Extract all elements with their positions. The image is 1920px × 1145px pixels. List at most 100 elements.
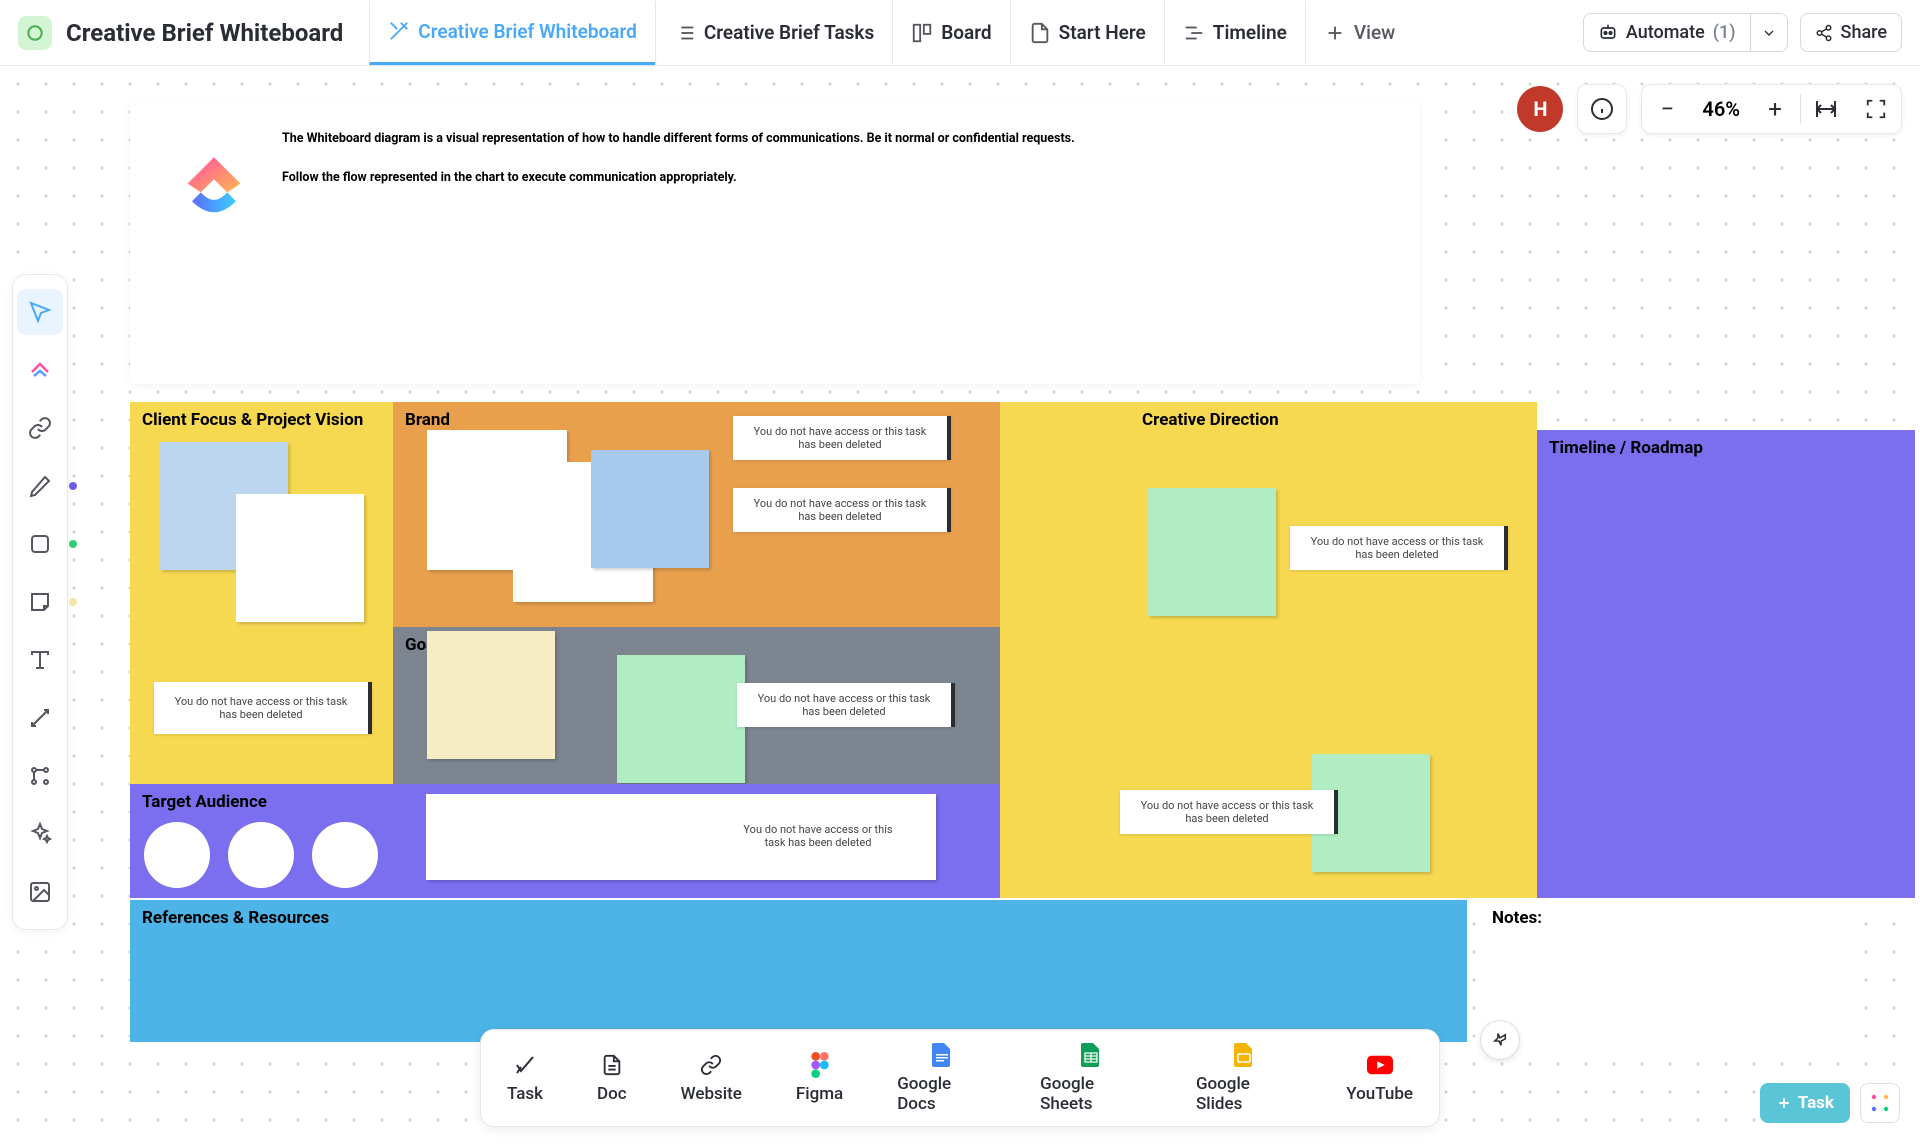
dock-website[interactable]: Website bbox=[681, 1052, 742, 1104]
intro-line2: Follow the flow represented in the chart… bbox=[282, 169, 1075, 188]
add-view-label: View bbox=[1354, 21, 1395, 44]
task-card[interactable]: You do not have access or this task has … bbox=[733, 488, 951, 532]
fullscreen-button[interactable] bbox=[1851, 84, 1901, 134]
section-title: Client Focus & Project Vision bbox=[130, 402, 393, 438]
sticky-note[interactable] bbox=[591, 450, 709, 568]
dock-gsheets[interactable]: Google Sheets bbox=[1040, 1042, 1142, 1114]
color-dot-cream bbox=[69, 598, 77, 606]
section-title: Creative Direction bbox=[1130, 402, 1537, 438]
task-icon bbox=[512, 1052, 538, 1078]
link-tool[interactable] bbox=[17, 405, 63, 451]
sticky-note[interactable] bbox=[236, 494, 364, 622]
zoom-controls: − 46% + bbox=[1641, 84, 1902, 134]
page-title: Creative Brief Whiteboard bbox=[66, 19, 343, 47]
dock-task[interactable]: Task bbox=[507, 1052, 543, 1104]
automate-button[interactable]: Automate (1) bbox=[1583, 13, 1751, 52]
link-icon bbox=[698, 1052, 724, 1078]
pen-tool[interactable] bbox=[17, 463, 63, 509]
tab-label: Creative Brief Tasks bbox=[704, 21, 874, 44]
automate-count: (1) bbox=[1713, 22, 1736, 43]
task-card-text: You do not have access or this task has … bbox=[720, 814, 916, 858]
topbar: Creative Brief Whiteboard Creative Brief… bbox=[0, 0, 1920, 66]
tab-tasks[interactable]: Creative Brief Tasks bbox=[655, 1, 892, 65]
task-card[interactable]: You do not have access or this task has … bbox=[1290, 526, 1508, 570]
tab-timeline[interactable]: Timeline bbox=[1164, 1, 1305, 65]
topbar-right: Automate (1) Share bbox=[1583, 13, 1902, 52]
sticky-tool[interactable] bbox=[17, 579, 63, 625]
pin-button[interactable] bbox=[1480, 1020, 1520, 1060]
automate-dropdown[interactable] bbox=[1751, 13, 1788, 52]
doc-icon bbox=[599, 1052, 625, 1078]
text-tool[interactable] bbox=[17, 637, 63, 683]
intro-text: The Whiteboard diagram is a visual repre… bbox=[282, 130, 1075, 208]
canvas[interactable]: H − 46% + bbox=[0, 66, 1920, 1145]
task-card[interactable]: You do not have access or this task has … bbox=[154, 682, 372, 734]
tab-label: Start Here bbox=[1059, 21, 1146, 44]
fit-width-button[interactable] bbox=[1801, 84, 1851, 134]
dock-doc[interactable]: Doc bbox=[597, 1052, 627, 1104]
section-references[interactable]: References & Resources bbox=[130, 900, 1467, 1042]
gslides-icon bbox=[1231, 1042, 1257, 1068]
color-dot-purple bbox=[69, 482, 77, 490]
zoom-in-button[interactable]: + bbox=[1750, 84, 1800, 134]
sticky-note[interactable] bbox=[1148, 488, 1276, 616]
circle-shape[interactable] bbox=[312, 822, 378, 888]
share-button[interactable]: Share bbox=[1800, 13, 1902, 52]
color-dot-green bbox=[69, 540, 77, 548]
clickup-logo-icon bbox=[170, 144, 258, 232]
task-card[interactable]: You do not have access or this task has … bbox=[737, 683, 955, 727]
clickup-tool[interactable] bbox=[17, 347, 63, 393]
dock-youtube[interactable]: YouTube bbox=[1346, 1052, 1413, 1104]
insert-dock: Task Doc Website Figma Google Docs Googl… bbox=[480, 1029, 1440, 1127]
section-title: References & Resources bbox=[130, 900, 1467, 936]
zoom-out-button[interactable]: − bbox=[1642, 84, 1692, 134]
intro-line1: The Whiteboard diagram is a visual repre… bbox=[282, 130, 1075, 149]
connector-tool[interactable] bbox=[17, 695, 63, 741]
section-title: Notes: bbox=[1480, 900, 1840, 936]
tab-board[interactable]: Board bbox=[892, 1, 1009, 65]
add-view-button[interactable]: View bbox=[1305, 1, 1413, 65]
canvas-controls: H − 46% + bbox=[1517, 84, 1902, 134]
gdocs-icon bbox=[929, 1042, 955, 1068]
dock-figma[interactable]: Figma bbox=[796, 1052, 843, 1104]
tab-whiteboard[interactable]: Creative Brief Whiteboard bbox=[369, 1, 655, 65]
figma-icon bbox=[807, 1052, 833, 1078]
tab-label: Board bbox=[941, 21, 991, 44]
shape-tool[interactable] bbox=[17, 521, 63, 567]
circle-shape[interactable] bbox=[228, 822, 294, 888]
youtube-icon bbox=[1367, 1052, 1393, 1078]
info-button[interactable] bbox=[1577, 84, 1627, 134]
section-timeline[interactable]: Timeline / Roadmap bbox=[1537, 430, 1915, 898]
task-card[interactable]: You do not have access or this task has … bbox=[1120, 790, 1338, 834]
sticky-note[interactable] bbox=[617, 655, 745, 783]
section-target[interactable]: Target Audience You do not have access o… bbox=[130, 784, 1118, 898]
select-tool[interactable] bbox=[17, 289, 63, 335]
automate-label: Automate bbox=[1626, 22, 1705, 43]
section-creative[interactable]: Creative Direction You do not have acces… bbox=[1000, 402, 1537, 898]
section-notes[interactable]: Notes: bbox=[1480, 900, 1840, 1042]
circle-shape[interactable] bbox=[144, 822, 210, 888]
task-fab-group: Task bbox=[1760, 1083, 1900, 1123]
tab-starthere[interactable]: Start Here bbox=[1010, 1, 1164, 65]
dock-gdocs[interactable]: Google Docs bbox=[897, 1042, 986, 1114]
gsheets-icon bbox=[1078, 1042, 1104, 1068]
apps-button[interactable] bbox=[1860, 1083, 1900, 1123]
user-avatar[interactable]: H bbox=[1517, 86, 1563, 132]
section-title: Timeline / Roadmap bbox=[1537, 430, 1915, 466]
space-icon[interactable] bbox=[18, 16, 52, 50]
whiteboard-toolbar bbox=[12, 274, 68, 930]
image-tool[interactable] bbox=[17, 869, 63, 915]
intro-card[interactable]: The Whiteboard diagram is a visual repre… bbox=[130, 100, 1420, 384]
dock-gslides[interactable]: Google Slides bbox=[1196, 1042, 1292, 1114]
section-client-focus[interactable]: Client Focus & Project Vision You do not… bbox=[130, 402, 393, 784]
view-tabs: Creative Brief Whiteboard Creative Brief… bbox=[369, 1, 1575, 65]
diagram-tool[interactable] bbox=[17, 753, 63, 799]
share-label: Share bbox=[1841, 22, 1887, 43]
tab-label: Creative Brief Whiteboard bbox=[418, 20, 637, 43]
zoom-level: 46% bbox=[1692, 97, 1750, 121]
tab-label: Timeline bbox=[1213, 21, 1287, 44]
task-card[interactable]: You do not have access or this task has … bbox=[733, 416, 951, 460]
new-task-button[interactable]: Task bbox=[1760, 1083, 1850, 1123]
sticky-note[interactable] bbox=[427, 631, 555, 759]
ai-tool[interactable] bbox=[17, 811, 63, 857]
